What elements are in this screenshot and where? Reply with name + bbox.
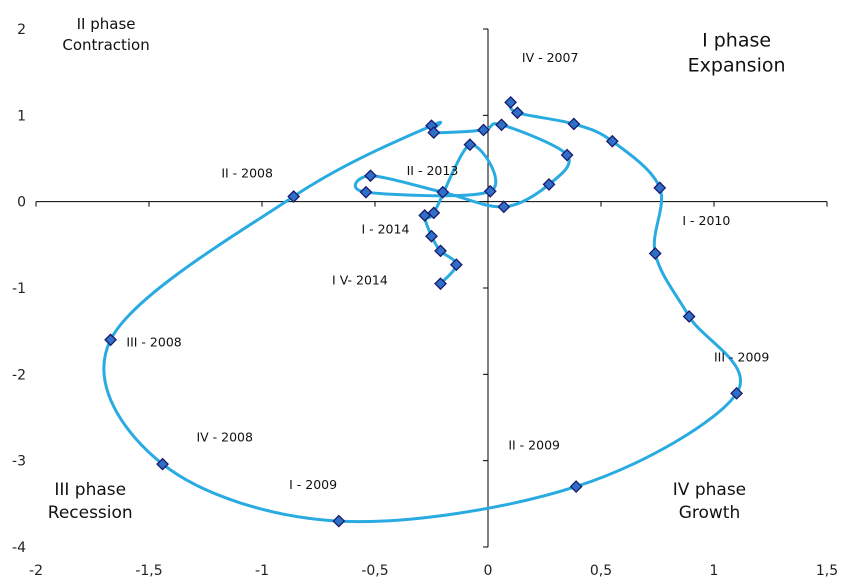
data-point bbox=[497, 200, 511, 214]
y-tick-label: -4 bbox=[12, 540, 26, 556]
data-point bbox=[504, 95, 518, 109]
data-point bbox=[436, 185, 450, 199]
phase-label-line: III phase bbox=[54, 480, 126, 500]
data-point bbox=[359, 185, 373, 199]
point-annotation: IV - 2008 bbox=[196, 430, 253, 445]
x-tick-label: -1,5 bbox=[135, 563, 162, 579]
phase-label-line: I phase bbox=[702, 29, 771, 51]
point-annotation: I - 2009 bbox=[289, 477, 337, 492]
point-annotation: II - 2009 bbox=[508, 437, 560, 452]
y-tick-label: 2 bbox=[17, 22, 26, 38]
data-point bbox=[364, 169, 377, 183]
x-tick-label: -0,5 bbox=[361, 563, 388, 579]
point-annotation: IV - 2007 bbox=[522, 50, 579, 65]
data-point bbox=[648, 247, 662, 260]
data-point bbox=[560, 148, 574, 162]
point-annotation: I V- 2014 bbox=[332, 273, 388, 288]
phase-label-line: Expansion bbox=[688, 54, 786, 76]
chart-axes: -2 -1,5 -1 -0,5 0 0,5 1 1,5 2 1 0 -1 -2 -3 -4 bbox=[12, 22, 838, 579]
phase-label-line: Recession bbox=[48, 503, 133, 523]
data-point bbox=[332, 514, 346, 528]
y-tick-label: -2 bbox=[12, 367, 26, 383]
point-annotation: II - 2013 bbox=[407, 163, 459, 178]
x-tick-label: 0 bbox=[484, 563, 493, 579]
data-point bbox=[449, 258, 463, 272]
data-point bbox=[653, 181, 667, 195]
point-annotation: I - 2014 bbox=[361, 222, 409, 237]
data-point bbox=[477, 123, 490, 137]
phase-label-line: Contraction bbox=[62, 36, 149, 54]
chart-labels: IV - 2007 II - 2008 II - 2013 I - 2014 I V- … bbox=[48, 15, 786, 523]
data-point bbox=[605, 134, 619, 148]
x-tick-label: 0,5 bbox=[590, 563, 612, 579]
phase-label: I phase Expansion bbox=[688, 29, 786, 76]
data-point bbox=[104, 333, 117, 347]
point-annotation: I - 2010 bbox=[682, 213, 730, 228]
y-tick-label: 1 bbox=[17, 108, 26, 124]
x-tick-label: 1,5 bbox=[816, 563, 838, 579]
data-point bbox=[434, 244, 447, 258]
point-annotation: III - 2009 bbox=[714, 349, 769, 364]
data-point bbox=[542, 177, 556, 191]
data-point bbox=[510, 106, 524, 120]
data-point bbox=[495, 118, 508, 132]
point-annotation: II - 2008 bbox=[221, 165, 273, 180]
y-tick-label: -1 bbox=[12, 281, 26, 297]
phase-label-line: IV phase bbox=[673, 480, 746, 500]
data-point bbox=[418, 209, 432, 222]
point-annotation: III - 2008 bbox=[126, 335, 181, 350]
data-point bbox=[483, 184, 497, 198]
data-point bbox=[425, 229, 438, 243]
data-markers bbox=[104, 95, 744, 528]
data-point bbox=[156, 457, 169, 471]
y-tick-label: 0 bbox=[17, 195, 26, 211]
x-tick-label: -1 bbox=[255, 563, 269, 579]
data-point bbox=[682, 310, 696, 323]
x-tick-label: -2 bbox=[29, 563, 43, 579]
data-point bbox=[569, 480, 583, 493]
data-point bbox=[287, 190, 301, 203]
phase-label-line: Growth bbox=[679, 503, 741, 523]
data-point bbox=[567, 117, 581, 131]
phase-label: IV phase Growth bbox=[673, 480, 746, 523]
data-point bbox=[463, 138, 477, 152]
phase-label: III phase Recession bbox=[48, 480, 133, 523]
data-point bbox=[434, 277, 447, 291]
y-tick-label: -3 bbox=[12, 454, 26, 470]
phase-label-line: II phase bbox=[77, 15, 136, 33]
data-point bbox=[427, 206, 441, 220]
data-point bbox=[427, 126, 441, 140]
data-point bbox=[730, 386, 744, 400]
x-tick-label: 1 bbox=[710, 563, 719, 579]
phase-label: II phase Contraction bbox=[62, 15, 149, 54]
